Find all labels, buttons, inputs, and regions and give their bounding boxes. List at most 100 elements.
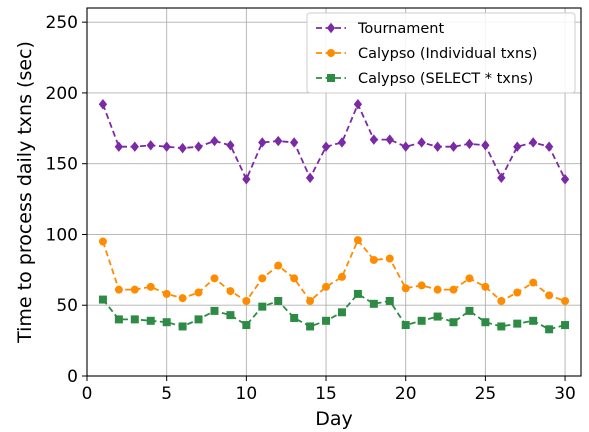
data-point <box>146 316 155 325</box>
data-point <box>114 315 123 324</box>
data-point <box>385 296 394 305</box>
data-point <box>306 296 315 305</box>
legend-item: Calypso (SELECT * txns) <box>316 71 533 87</box>
data-point <box>337 137 347 148</box>
x-tick-label: 5 <box>161 384 172 404</box>
data-point <box>210 274 219 283</box>
data-point <box>369 299 378 308</box>
axes-frame <box>86 7 582 377</box>
data-point <box>529 137 538 148</box>
plot-area <box>98 99 570 334</box>
data-point <box>290 274 299 283</box>
data-point <box>194 315 203 324</box>
data-point <box>98 237 107 246</box>
data-point <box>194 288 203 297</box>
data-point <box>513 141 522 152</box>
x-tick-label: 20 <box>395 384 417 404</box>
data-point <box>353 289 362 298</box>
data-point <box>417 137 426 148</box>
data-point <box>146 282 155 291</box>
y-tick-label: 50 <box>56 296 78 316</box>
x-tick-label: 10 <box>236 384 258 404</box>
data-point <box>274 261 283 270</box>
x-tick-label: 25 <box>475 384 497 404</box>
x-tick-label: 15 <box>315 384 337 404</box>
data-point <box>226 287 235 296</box>
data-point <box>417 316 426 325</box>
data-point <box>114 285 123 294</box>
data-point <box>98 99 108 110</box>
data-point <box>545 325 554 334</box>
data-point <box>545 291 554 300</box>
legend-box <box>306 12 576 94</box>
data-point <box>322 316 331 325</box>
x-tick-label: 0 <box>82 384 93 404</box>
series-line <box>102 101 566 182</box>
data-point <box>401 141 410 152</box>
legend-item: Tournament <box>316 21 444 37</box>
legend-marker <box>327 49 335 57</box>
data-point <box>353 99 363 110</box>
data-point <box>290 137 299 148</box>
data-point <box>274 296 283 305</box>
data-point <box>481 140 490 151</box>
data-point <box>130 315 139 324</box>
data-point <box>162 289 171 298</box>
data-point <box>114 141 124 152</box>
data-point <box>497 296 506 305</box>
data-point <box>162 318 171 327</box>
data-point <box>449 318 458 327</box>
data-point <box>226 311 235 320</box>
data-point <box>290 313 299 322</box>
data-point <box>242 174 251 185</box>
data-point <box>242 321 251 330</box>
data-point <box>385 134 394 145</box>
data-point <box>98 295 107 304</box>
y-tick-label: 150 <box>46 155 78 175</box>
data-point <box>194 141 203 152</box>
legend-item: Calypso (Individual txns) <box>316 46 537 62</box>
axis-ticks: 0 5 10 15 20 25 30 0 50 100 150 200 250 <box>46 13 576 404</box>
data-point <box>369 134 378 145</box>
data-point <box>337 308 346 317</box>
x-axis-label: Day <box>315 408 353 430</box>
legend-marker <box>326 22 336 34</box>
legend: Tournament Calypso (Individual txns) Calyp… <box>306 12 576 94</box>
data-point <box>274 135 283 147</box>
data-point <box>369 255 378 264</box>
data-point <box>497 172 506 184</box>
y-tick-label: 200 <box>46 84 78 104</box>
data-point <box>178 322 187 331</box>
data-point <box>130 141 139 152</box>
data-point <box>321 141 331 152</box>
data-point <box>258 302 267 311</box>
data-point <box>401 321 410 330</box>
data-point <box>433 312 442 321</box>
data-point <box>353 236 362 245</box>
data-point <box>242 296 251 305</box>
data-point <box>258 274 267 283</box>
x-tick-label: 30 <box>554 384 576 404</box>
series-circle <box>98 236 570 305</box>
data-point <box>305 172 315 184</box>
y-tick-label: 100 <box>46 225 78 245</box>
legend-label: Tournament <box>357 21 444 37</box>
y-tick-label: 250 <box>46 13 78 33</box>
data-point <box>465 274 474 283</box>
legend-label: Calypso (SELECT * txns) <box>358 71 533 87</box>
data-point <box>561 296 570 305</box>
data-point <box>529 278 538 287</box>
data-point <box>337 272 346 281</box>
data-point <box>449 141 458 152</box>
data-point <box>497 322 506 331</box>
data-point <box>130 285 139 294</box>
data-point <box>465 306 474 315</box>
data-point <box>178 294 187 303</box>
series-square <box>98 289 570 334</box>
data-point <box>417 281 426 290</box>
data-point <box>433 285 442 294</box>
series-line <box>102 238 566 303</box>
data-point <box>561 321 570 330</box>
data-point <box>146 140 155 151</box>
